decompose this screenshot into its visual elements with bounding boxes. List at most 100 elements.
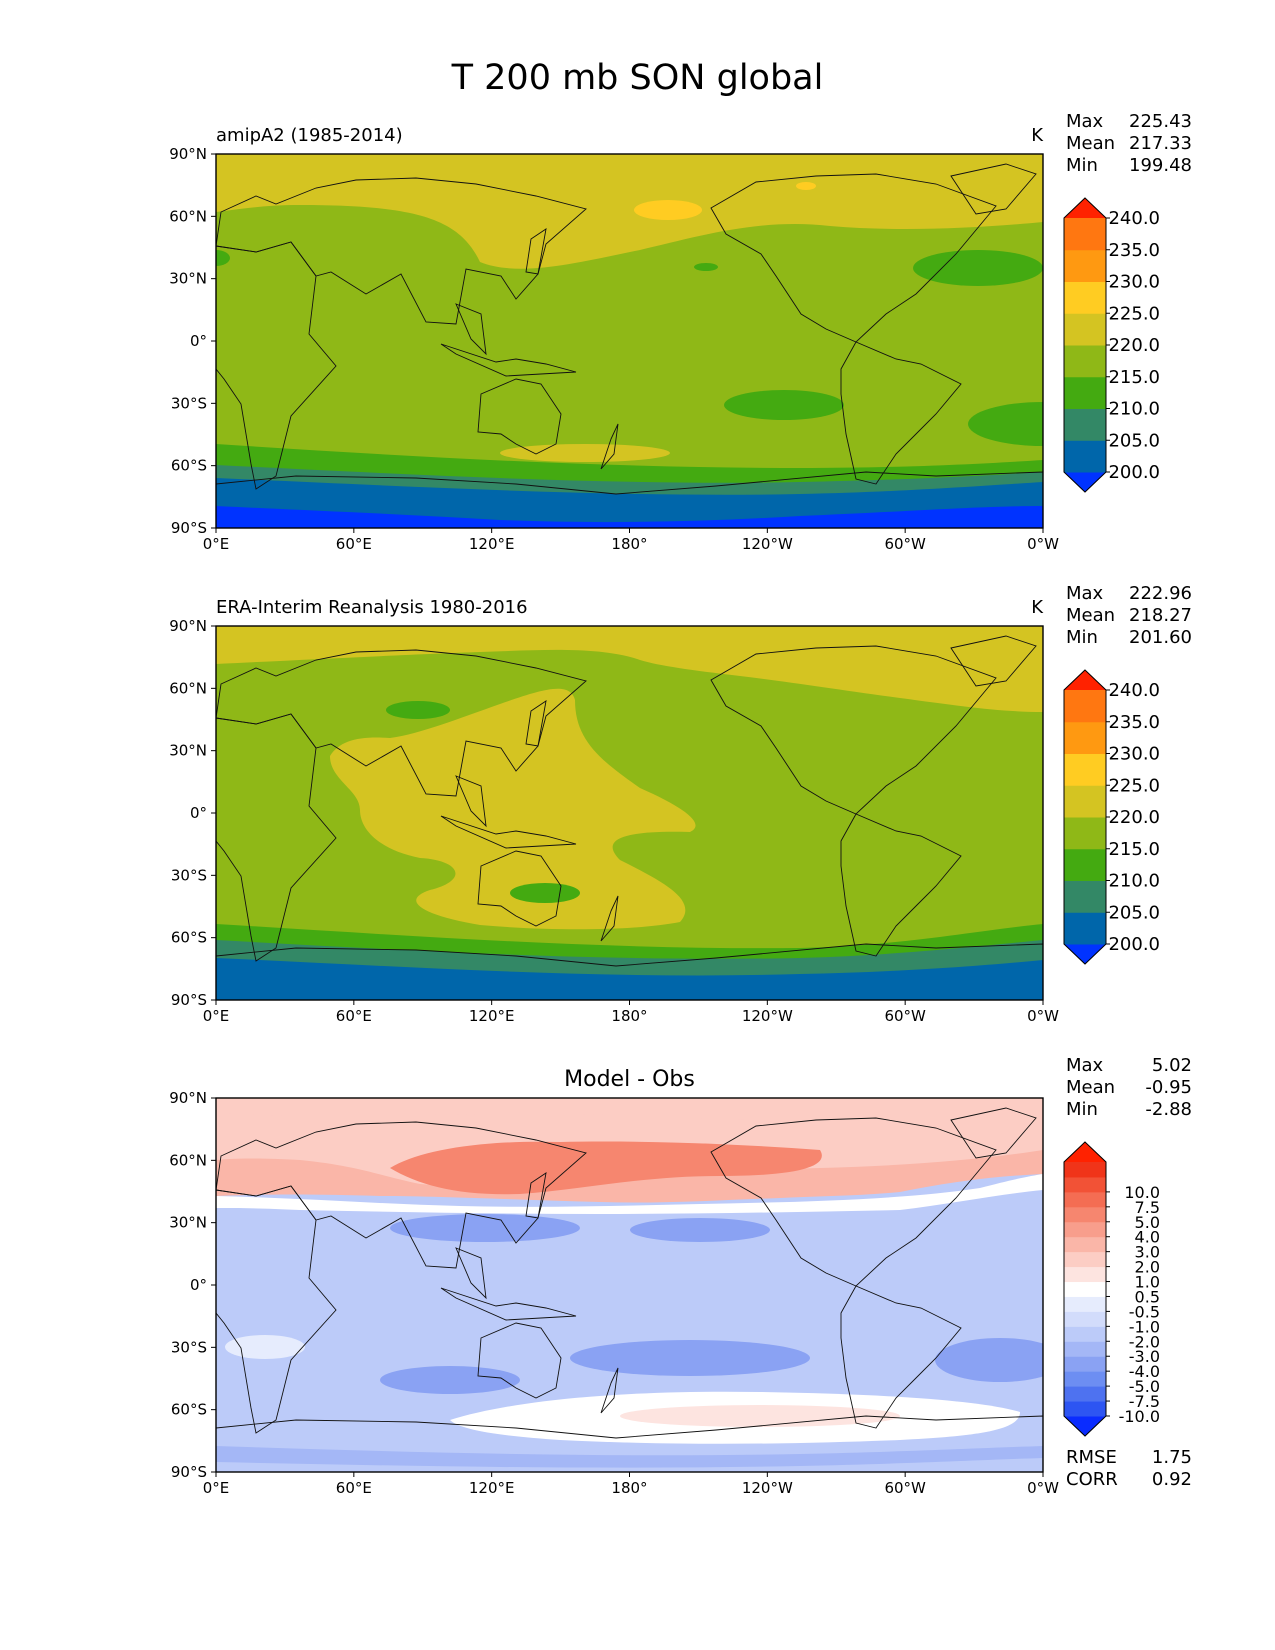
colorbar-segment (1064, 1371, 1106, 1387)
colorbar-segment (1064, 1191, 1106, 1208)
panel-left-title: ERA-Interim Reanalysis 1980-2016 (216, 597, 528, 618)
stat-label: Max (1066, 583, 1104, 604)
lat-tick-label: 90°N (169, 1089, 207, 1107)
colorbar-tick-label: -4.0 (1129, 1362, 1160, 1381)
colorbar-segment (1064, 1162, 1106, 1178)
lon-tick-label: 0°W (1027, 1479, 1059, 1497)
colorbar-segment (1064, 1236, 1106, 1253)
colorbar-segment (1064, 721, 1106, 754)
lon-tick-label: 120°W (742, 1479, 793, 1497)
lat-tick-label: 0° (190, 332, 207, 350)
colorbar-tick-label: 5.0 (1135, 1213, 1160, 1232)
lon-tick-label: 60°W (884, 535, 926, 553)
colorbar-segment (1064, 313, 1106, 346)
colorbar-tick-label: 230.0 (1108, 272, 1160, 293)
lat-tick-label: 60°S (171, 1401, 207, 1419)
stat-value: 218.27 (1129, 605, 1192, 626)
colorbar-segment (1064, 376, 1106, 409)
colorbar-extend-low (1064, 472, 1106, 492)
colorbar-tick-label: -10.0 (1119, 1407, 1160, 1426)
colorbar-segment (1064, 1311, 1106, 1327)
extra-stat-label: RMSE (1066, 1447, 1117, 1468)
panel-obs-field (216, 626, 1043, 1000)
stat-value: 199.48 (1129, 155, 1192, 176)
colorbar-extend-low (1064, 944, 1106, 964)
colorbar-tick-label: -3.0 (1129, 1347, 1160, 1366)
lat-tick-label: 30°S (171, 866, 207, 884)
stat-value: -0.95 (1145, 1077, 1192, 1098)
colorbar-segment (1064, 880, 1106, 913)
colorbar-segment (1064, 1266, 1106, 1283)
lon-tick-label: 120°E (469, 535, 515, 553)
colorbar-tick-label: 10.0 (1124, 1183, 1160, 1202)
colorbar-extend-high (1064, 1142, 1106, 1162)
lon-tick-label: 60°W (884, 1479, 926, 1497)
stat-value: 201.60 (1129, 627, 1192, 648)
lat-tick-label: 90°N (169, 145, 207, 163)
lon-tick-label: 60°W (884, 1007, 926, 1025)
lat-tick-label: 60°S (171, 929, 207, 947)
lon-tick-label: 0°W (1027, 535, 1059, 553)
colorbar-segment (1064, 1221, 1106, 1238)
colorbar-tick-label: 210.0 (1108, 399, 1160, 420)
extra-stat-value: 1.75 (1152, 1447, 1192, 1468)
extra-stat-label: CORR (1066, 1469, 1118, 1490)
colorbar-segment (1064, 1296, 1106, 1312)
colorbar-extend-high (1064, 198, 1106, 218)
colorbar-tick-label: 235.0 (1108, 712, 1160, 733)
colorbar-tick-label: 225.0 (1108, 775, 1160, 796)
colorbar-tick-label: 210.0 (1108, 871, 1160, 892)
stat-value: 217.33 (1129, 133, 1192, 154)
lon-tick-label: 180° (611, 1479, 647, 1497)
stat-value: 5.02 (1152, 1055, 1192, 1076)
lat-tick-label: 30°N (169, 742, 207, 760)
lon-tick-label: 0°E (203, 535, 230, 553)
colorbar-tick-label: 2.0 (1135, 1258, 1160, 1277)
stat-value: -2.88 (1145, 1099, 1192, 1120)
lon-tick-label: 120°E (469, 1479, 515, 1497)
colorbar-tick-label: 215.0 (1108, 839, 1160, 860)
colorbar-tick-label: 7.5 (1135, 1198, 1160, 1217)
colorbar-segment (1064, 1356, 1106, 1372)
colorbar-tick-label: 225.0 (1108, 303, 1160, 324)
colorbar-segment (1064, 408, 1106, 441)
colorbar-segment (1064, 912, 1106, 945)
colorbar-tick-label: -7.5 (1129, 1392, 1160, 1411)
stat-label: Mean (1066, 605, 1115, 626)
colorbar-tick-label: 205.0 (1108, 430, 1160, 451)
colorbar-segment (1064, 345, 1106, 378)
stat-label: Max (1066, 111, 1104, 132)
lat-tick-label: 90°S (171, 519, 207, 537)
stat-label: Mean (1066, 1077, 1115, 1098)
lon-tick-label: 0°E (203, 1007, 230, 1025)
colorbar-extend-low (1064, 1416, 1106, 1436)
lon-tick-label: 120°W (742, 535, 793, 553)
lat-tick-label: 0° (190, 1276, 207, 1294)
colorbar-segment (1064, 1176, 1106, 1193)
colorbar-segment (1064, 218, 1106, 251)
panel-diff-field (216, 1098, 1043, 1472)
colorbar-segment (1064, 1341, 1106, 1357)
panel-left-title: amipA2 (1985-2014) (216, 125, 403, 146)
lat-tick-label: 90°N (169, 617, 207, 635)
colorbar-segment (1064, 1251, 1106, 1268)
colorbar-segment (1064, 1386, 1106, 1402)
colorbar-tick-label: 200.0 (1108, 934, 1160, 955)
colorbar-tick-label: 0.5 (1135, 1287, 1160, 1306)
colorbar-tick-label: 205.0 (1108, 902, 1160, 923)
colorbar-tick-label: 215.0 (1108, 367, 1160, 388)
lon-tick-label: 120°E (469, 1007, 515, 1025)
lat-tick-label: 60°N (169, 679, 207, 697)
panel-model-field (216, 154, 1043, 528)
colorbar-tick-label: 230.0 (1108, 744, 1160, 765)
stat-value: 225.43 (1129, 111, 1192, 132)
colorbar-segment (1064, 1401, 1106, 1417)
panel-units: K (1031, 597, 1044, 618)
colorbar-tick-label: 220.0 (1108, 807, 1160, 828)
lon-tick-label: 60°E (336, 1479, 372, 1497)
colorbar-segment (1064, 690, 1106, 723)
colorbar-tick-label: -5.0 (1129, 1377, 1160, 1396)
colorbar-tick-label: 240.0 (1108, 208, 1160, 229)
colorbar-tick-label: 4.0 (1135, 1228, 1160, 1247)
